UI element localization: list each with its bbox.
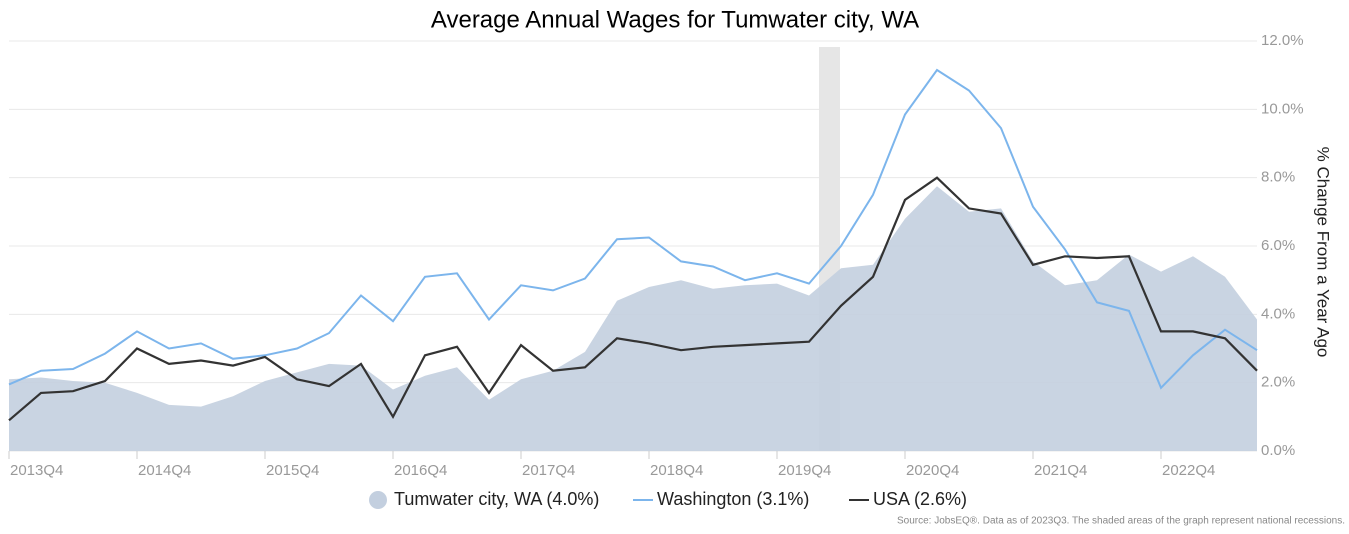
legend-label: Washington (3.1%) [657, 489, 809, 509]
legend-swatch [369, 491, 387, 509]
y-tick-label: 4.0% [1261, 305, 1295, 322]
x-tick-label: 2013Q4 [10, 462, 63, 479]
y-tick-label: 12.0% [1261, 32, 1304, 49]
x-tick-label: 2020Q4 [906, 462, 959, 479]
x-tick-label: 2016Q4 [394, 462, 447, 479]
y-axis-label: % Change From a Year Ago [1314, 147, 1333, 358]
x-tick-label: 2022Q4 [1162, 462, 1215, 479]
y-tick-label: 2.0% [1261, 374, 1295, 391]
legend-item: USA (2.6%) [849, 489, 967, 509]
legend-label: Tumwater city, WA (4.0%) [394, 489, 599, 509]
x-tick-label: 2019Q4 [778, 462, 831, 479]
legend-item: Tumwater city, WA (4.0%) [369, 489, 599, 509]
y-tick-label: 10.0% [1261, 100, 1304, 117]
legend-item: Washington (3.1%) [633, 489, 809, 509]
legend-label: USA (2.6%) [873, 489, 967, 509]
x-tick-label: 2015Q4 [266, 462, 319, 479]
area [9, 186, 1257, 451]
line [8, 176, 1258, 422]
source-note: Source: JobsEQ®. Data as of 2023Q3. The … [897, 516, 1345, 527]
x-tick-label: 2018Q4 [650, 462, 703, 479]
y-tick-label: 0.0% [1261, 442, 1295, 459]
x-tick-label: 2021Q4 [1034, 462, 1087, 479]
y-tick-label: 8.0% [1261, 169, 1295, 186]
line [8, 68, 1258, 390]
x-tick-label: 2017Q4 [522, 462, 575, 479]
x-tick-label: 2014Q4 [138, 462, 191, 479]
y-tick-label: 6.0% [1261, 237, 1295, 254]
chart-title: Average Annual Wages for Tumwater city, … [431, 6, 919, 33]
